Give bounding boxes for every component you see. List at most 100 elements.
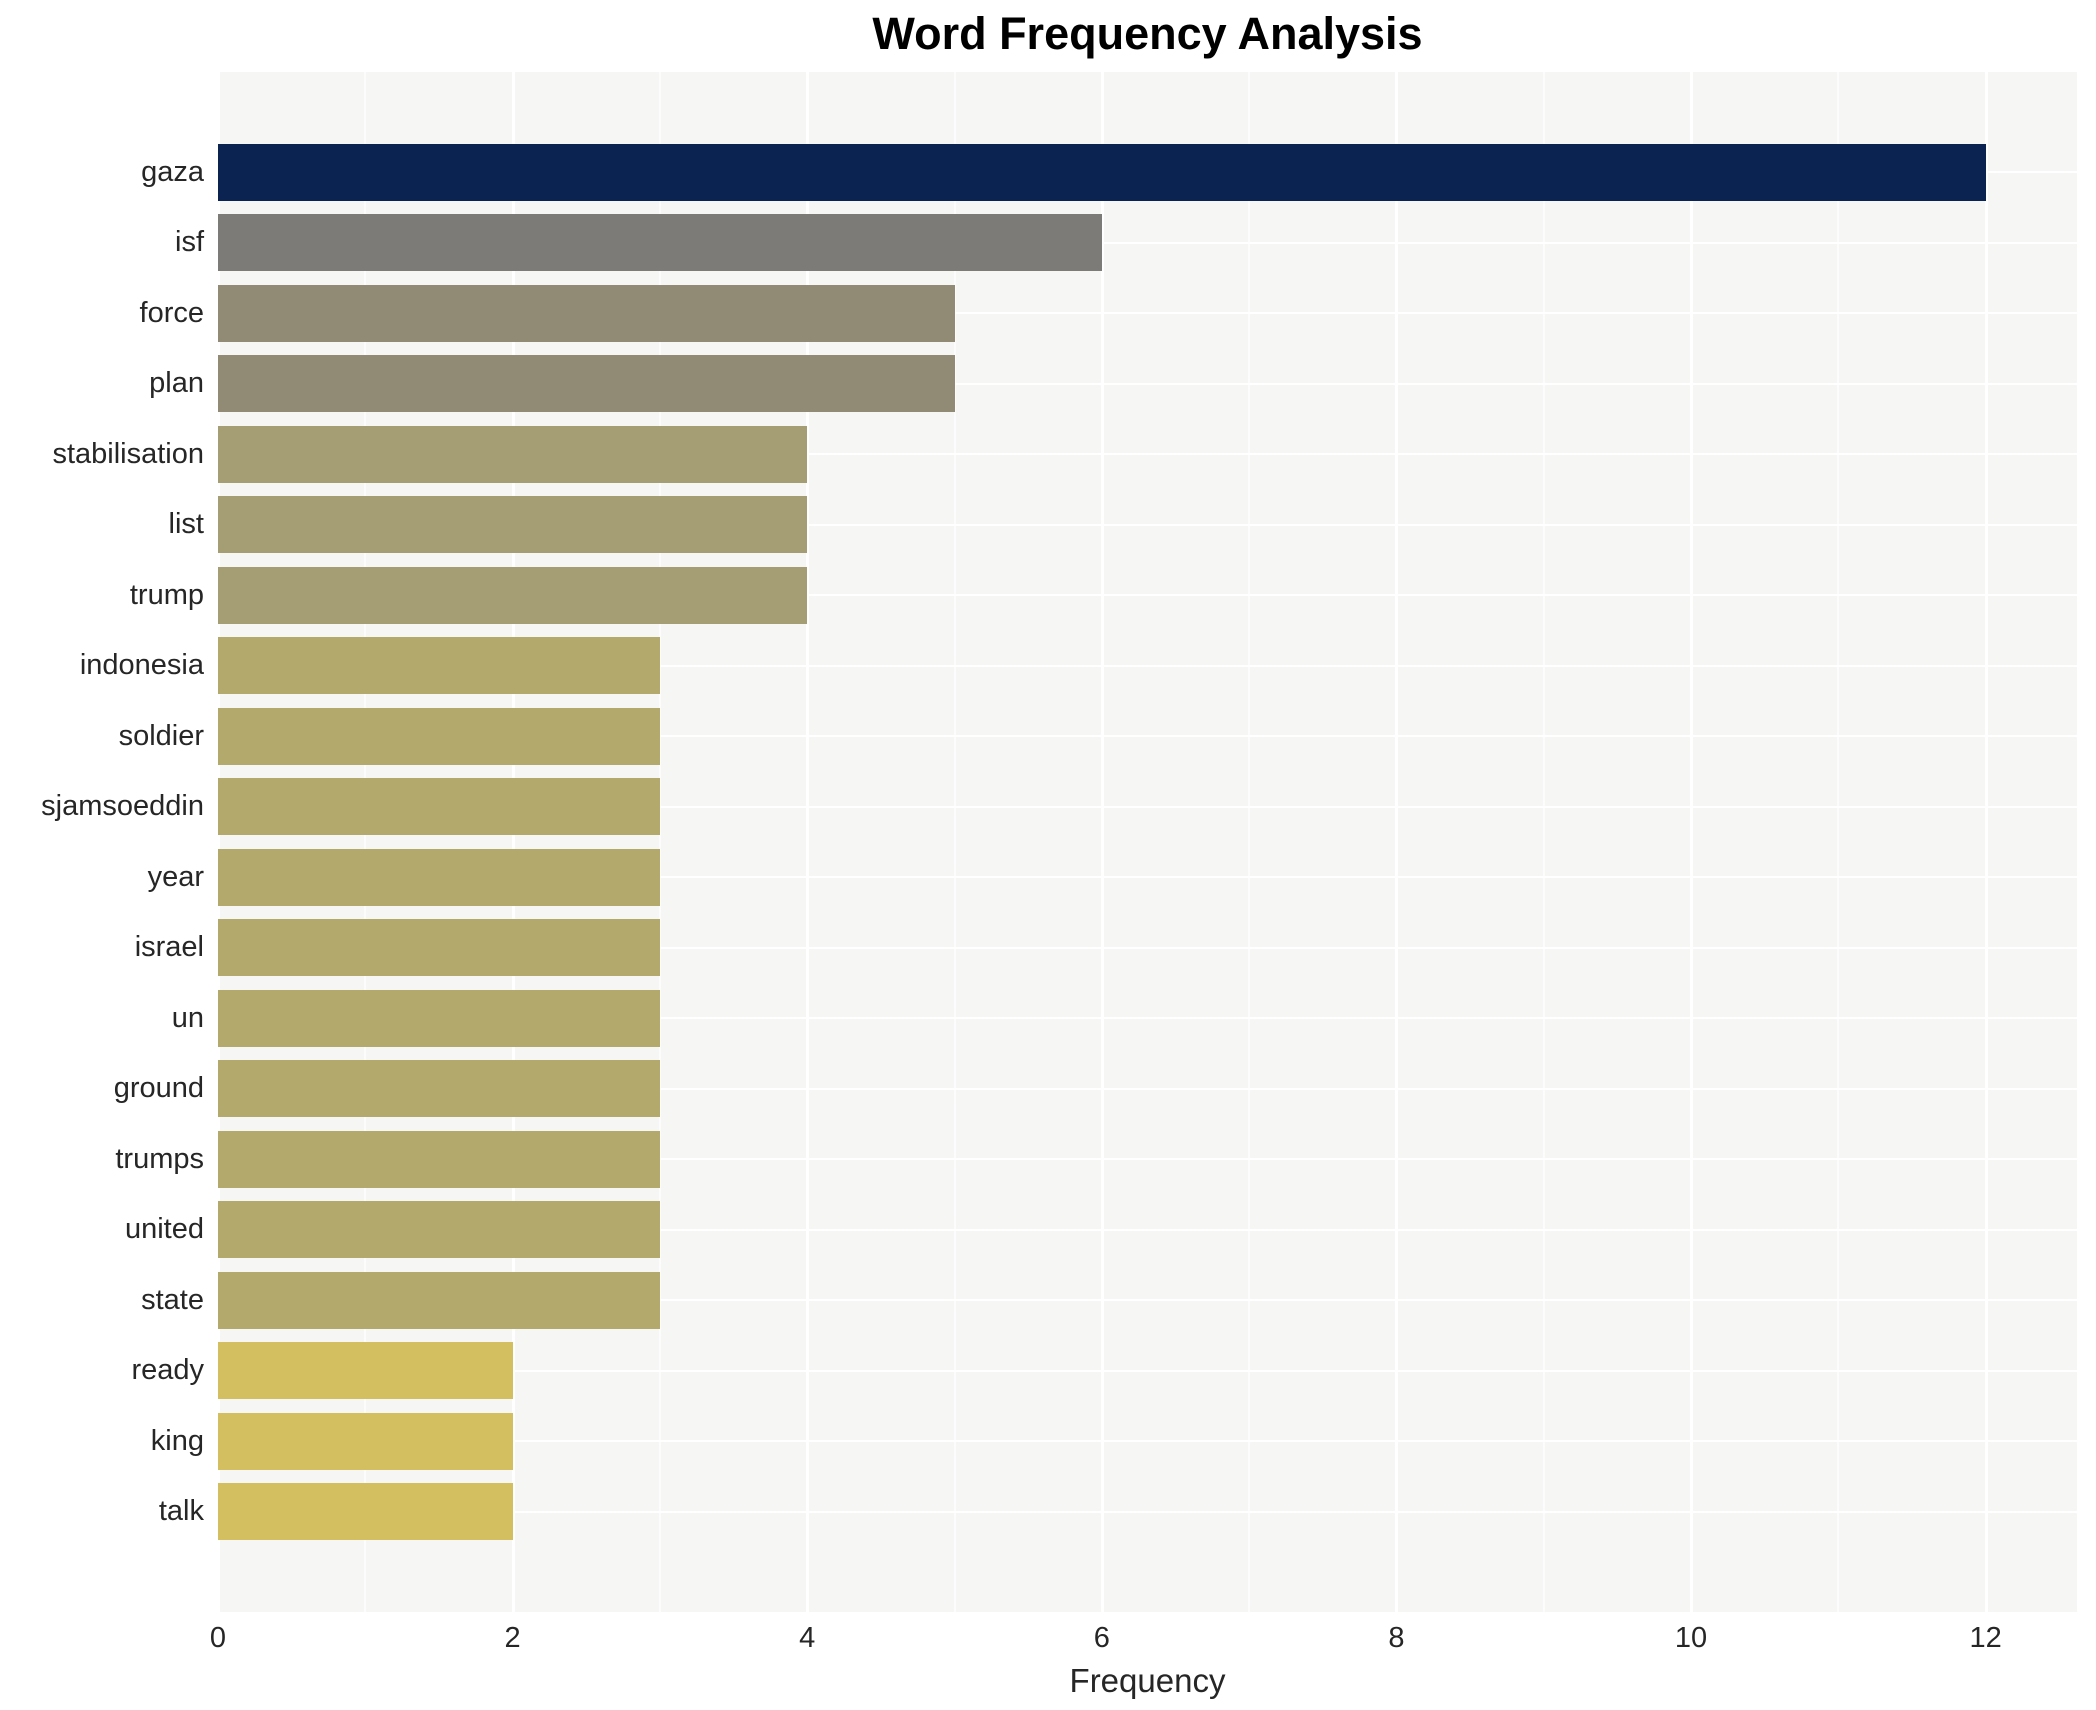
bar-row [218, 1265, 2077, 1336]
vertical-gridline-major [511, 72, 515, 1612]
y-tick-label: state [141, 1283, 204, 1316]
bar-row [218, 419, 2077, 490]
bar-row [218, 490, 2077, 561]
horizontal-gridline [218, 312, 2077, 315]
bar-plan [218, 355, 955, 413]
vertical-gridline-major [217, 72, 220, 1612]
x-tick-label: 12 [1969, 1622, 2002, 1654]
bar-row [218, 983, 2077, 1054]
bar-talk [218, 1483, 513, 1541]
bar-sjamsoeddin [218, 778, 660, 836]
bar-row [218, 1195, 2077, 1266]
y-tick-label: israel [134, 931, 204, 964]
bar-state [218, 1271, 660, 1329]
bar-row [218, 1336, 2077, 1407]
bar-force [218, 284, 955, 342]
y-tick-label: plan [149, 367, 204, 400]
horizontal-gridline [218, 664, 2077, 667]
bar-trump [218, 566, 808, 624]
vertical-gridline-minor [364, 72, 367, 1612]
horizontal-gridline [218, 382, 2077, 385]
x-tick-label: 10 [1674, 1622, 1708, 1654]
bar-row [218, 1477, 2077, 1548]
bar-ground [218, 1060, 660, 1118]
horizontal-gridline [218, 946, 2077, 949]
y-tick-label: indonesia [79, 649, 204, 682]
x-tick-label: 2 [504, 1622, 521, 1654]
x-tick-label: 4 [799, 1622, 816, 1654]
bar-row [218, 560, 2077, 631]
horizontal-gridline [218, 735, 2077, 738]
chart-title: Word Frequency Analysis [872, 8, 1423, 59]
bar-united [218, 1201, 660, 1259]
y-tick-label: sjamsoeddin [41, 790, 204, 823]
horizontal-gridline [218, 523, 2077, 526]
y-tick-label: ground [113, 1072, 204, 1105]
bar-gaza [218, 143, 1986, 201]
vertical-gridline-major [1984, 72, 1988, 1612]
bar-indonesia [218, 637, 660, 695]
horizontal-gridline [218, 1158, 2077, 1161]
bar-row [218, 772, 2077, 843]
bar-row [218, 631, 2077, 702]
vertical-gridline-minor [953, 72, 956, 1612]
vertical-gridline-major [806, 72, 810, 1612]
bar-isf [218, 214, 1102, 272]
bar-row [218, 1124, 2077, 1195]
y-tick-label: force [139, 296, 204, 329]
vertical-gridline-minor [1248, 72, 1251, 1612]
x-tick-label: 6 [1093, 1622, 1110, 1654]
vertical-gridline-minor [1837, 72, 1840, 1612]
bar-row [218, 349, 2077, 420]
horizontal-gridline [218, 241, 2077, 244]
horizontal-gridline [218, 1087, 2077, 1090]
bar-list [218, 496, 808, 554]
bar-stabilisation [218, 425, 808, 483]
bar-king [218, 1412, 513, 1470]
x-axis-title: Frequency [1069, 1662, 1226, 1699]
vertical-gridline-major [1100, 72, 1104, 1612]
bar-year [218, 848, 660, 906]
bar-row [218, 1054, 2077, 1125]
bar-soldier [218, 707, 660, 765]
bar-row [218, 137, 2077, 208]
horizontal-gridline [218, 1510, 2077, 1513]
x-tick-label: 8 [1388, 1622, 1405, 1654]
vertical-gridline-minor [1542, 72, 1545, 1612]
y-tick-label: talk [158, 1495, 204, 1528]
bar-trumps [218, 1130, 660, 1188]
y-axis-labels: gaza isf force plan stabilisation list trump in… [0, 72, 204, 1612]
bar-un [218, 989, 660, 1047]
y-tick-label: trump [129, 578, 204, 611]
plot-panel [217, 72, 2077, 1612]
horizontal-gridline [218, 1369, 2077, 1372]
vertical-gridline-major [1690, 72, 1694, 1612]
y-tick-label: trumps [115, 1142, 204, 1175]
bar-row [218, 208, 2077, 279]
y-tick-label: year [147, 860, 204, 893]
horizontal-gridline [218, 1017, 2077, 1020]
bar-row [218, 1406, 2077, 1477]
bar-israel [218, 919, 660, 977]
x-axis-ticks: 0 2 4 6 8 10 12 [210, 1622, 2077, 1662]
y-tick-label: un [171, 1001, 204, 1034]
horizontal-gridline [218, 1299, 2077, 1302]
bar-ready [218, 1342, 513, 1400]
vertical-gridline-major [1395, 72, 1399, 1612]
horizontal-gridline [218, 876, 2077, 879]
horizontal-gridline [218, 805, 2077, 808]
y-tick-label: king [150, 1424, 204, 1457]
horizontal-gridline [218, 594, 2077, 597]
y-tick-label: stabilisation [52, 437, 204, 470]
bar-row [218, 913, 2077, 984]
horizontal-gridline [218, 1440, 2077, 1443]
y-tick-label: isf [175, 226, 204, 259]
horizontal-gridline [218, 1228, 2077, 1231]
bar-row [218, 701, 2077, 772]
y-tick-label: list [168, 508, 204, 541]
horizontal-gridline [218, 453, 2077, 456]
y-tick-label: gaza [141, 155, 204, 188]
bar-row [218, 278, 2077, 349]
y-tick-label: ready [131, 1354, 204, 1387]
